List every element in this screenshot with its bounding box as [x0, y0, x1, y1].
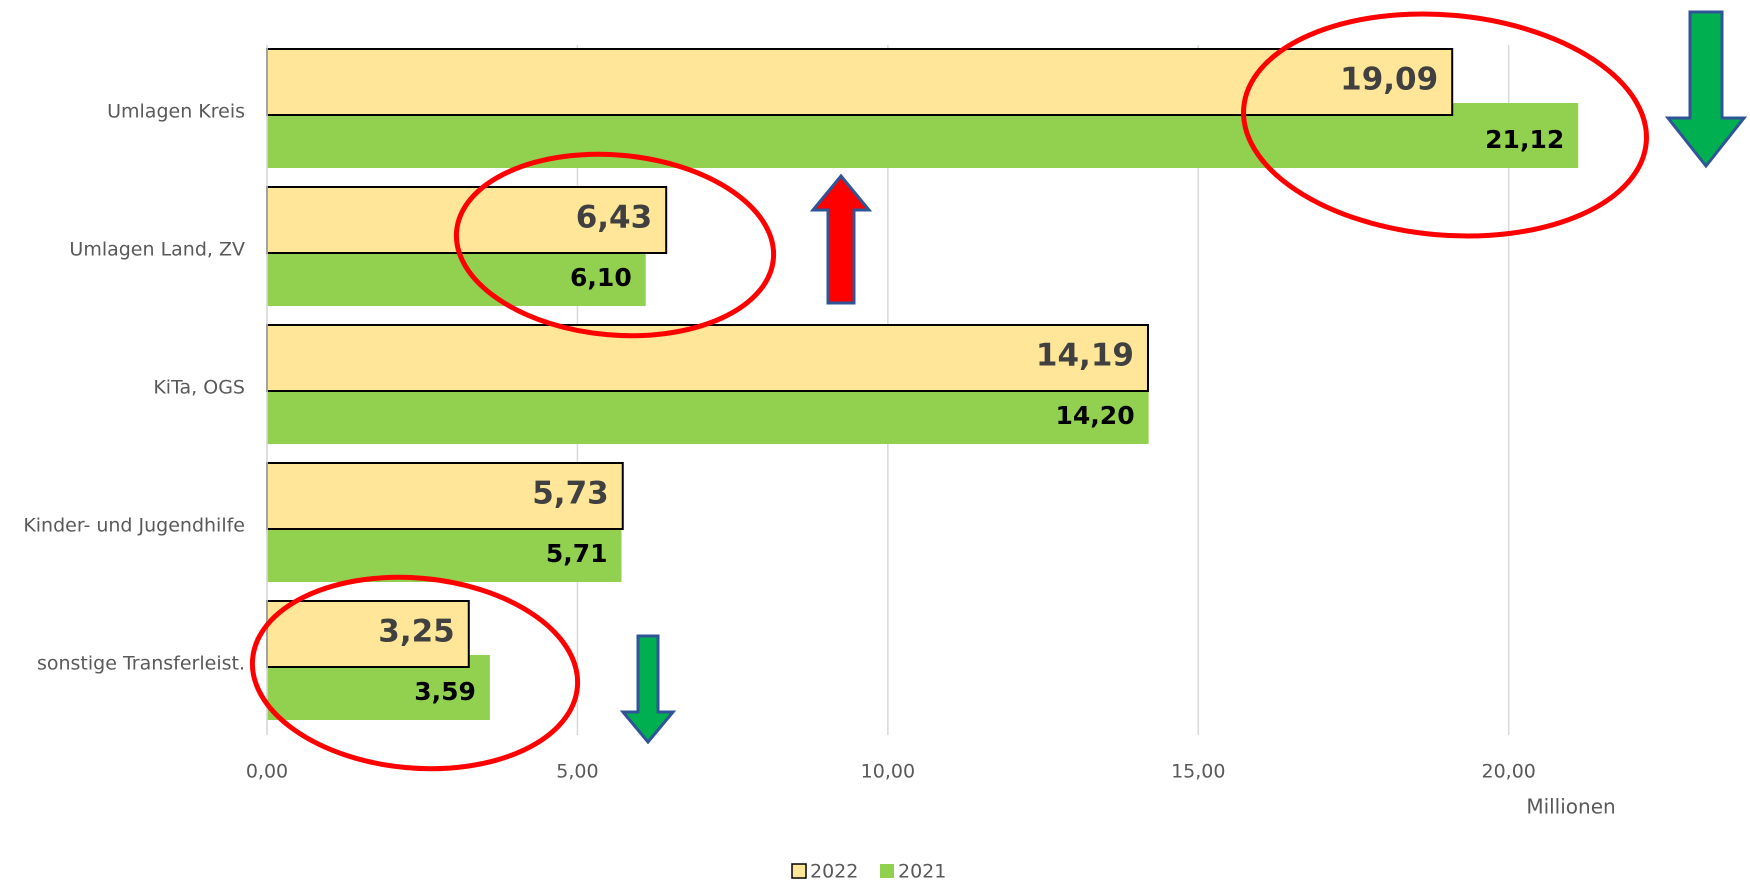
y-tick-label: Kinder- und Jugendhilfe: [23, 515, 245, 537]
bar: [266, 324, 1149, 392]
highlight-ellipse: [249, 574, 581, 772]
down-arrow: [1664, 10, 1748, 169]
y-tick-label: sonstige Transferleist.: [37, 653, 245, 675]
highlight-ellipse: [1241, 11, 1649, 239]
bar: [266, 186, 668, 254]
data-label: 5,71: [546, 539, 608, 568]
x-tick-label: 15,00: [1171, 761, 1225, 783]
x-tick-label: 0,00: [246, 761, 288, 783]
data-label: 6,43: [576, 200, 653, 236]
legend: 2022 2021: [791, 861, 946, 883]
data-label: 14,19: [1036, 338, 1134, 374]
data-label: 19,09: [1340, 62, 1438, 98]
data-label: 6,10: [570, 263, 632, 292]
legend-label: 2021: [898, 861, 946, 883]
legend-swatch: [880, 864, 894, 878]
highlight-ellipse: [453, 151, 777, 339]
y-tick-label: Umlagen Kreis: [107, 101, 245, 123]
legend-swatch: [791, 863, 807, 879]
x-tick-label: 20,00: [1481, 761, 1535, 783]
up-arrow: [809, 173, 873, 305]
annotations: [249, 11, 1649, 772]
y-tick-label: Umlagen Land, ZV: [69, 239, 245, 261]
data-label: 5,73: [532, 476, 609, 512]
x-tick-label: 10,00: [861, 761, 915, 783]
plot: 0,00 5,00 10,00 15,00 20,00 Umlagen Kreis 19,0…: [23, 45, 1579, 783]
data-label: 3,25: [378, 614, 455, 650]
bar: [266, 600, 470, 668]
arrows: [619, 10, 1748, 745]
down-arrow: [619, 634, 677, 745]
legend-label: 2022: [810, 861, 858, 883]
data-label: 3,59: [414, 677, 476, 706]
data-label: 21,12: [1485, 125, 1564, 154]
y-tick-label: KiTa, OGS: [153, 377, 245, 399]
x-tick-label: 5,00: [556, 761, 598, 783]
x-axis-label: Millionen: [1526, 795, 1615, 819]
data-label: 14,20: [1056, 401, 1135, 430]
